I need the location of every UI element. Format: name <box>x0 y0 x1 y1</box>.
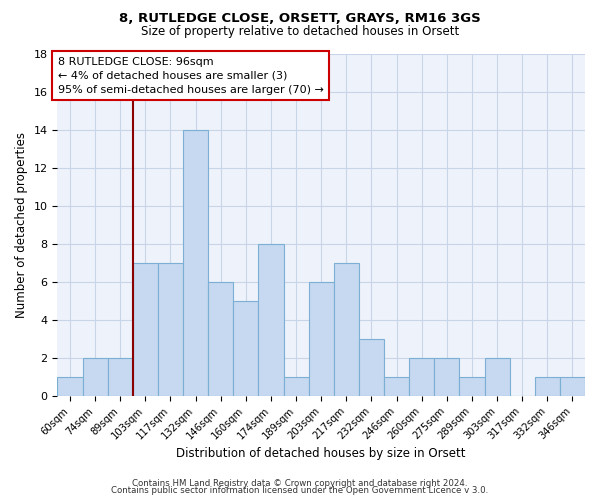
Bar <box>434 358 460 396</box>
Bar <box>409 358 434 396</box>
Bar <box>133 263 158 396</box>
Bar <box>384 377 409 396</box>
Bar <box>158 263 183 396</box>
Bar <box>259 244 284 396</box>
Bar <box>107 358 133 396</box>
Bar <box>58 377 83 396</box>
Bar <box>183 130 208 396</box>
Bar <box>535 377 560 396</box>
Bar <box>460 377 485 396</box>
Bar <box>233 301 259 396</box>
Text: Size of property relative to detached houses in Orsett: Size of property relative to detached ho… <box>141 25 459 38</box>
Bar <box>308 282 334 396</box>
Bar <box>83 358 107 396</box>
X-axis label: Distribution of detached houses by size in Orsett: Distribution of detached houses by size … <box>176 447 466 460</box>
Text: 8, RUTLEDGE CLOSE, ORSETT, GRAYS, RM16 3GS: 8, RUTLEDGE CLOSE, ORSETT, GRAYS, RM16 3… <box>119 12 481 26</box>
Bar <box>208 282 233 396</box>
Bar <box>560 377 585 396</box>
Bar <box>359 339 384 396</box>
Text: Contains HM Land Registry data © Crown copyright and database right 2024.: Contains HM Land Registry data © Crown c… <box>132 478 468 488</box>
Bar <box>284 377 308 396</box>
Text: Contains public sector information licensed under the Open Government Licence v : Contains public sector information licen… <box>112 486 488 495</box>
Text: 8 RUTLEDGE CLOSE: 96sqm
← 4% of detached houses are smaller (3)
95% of semi-deta: 8 RUTLEDGE CLOSE: 96sqm ← 4% of detached… <box>58 57 324 95</box>
Bar <box>334 263 359 396</box>
Bar <box>485 358 509 396</box>
Y-axis label: Number of detached properties: Number of detached properties <box>15 132 28 318</box>
